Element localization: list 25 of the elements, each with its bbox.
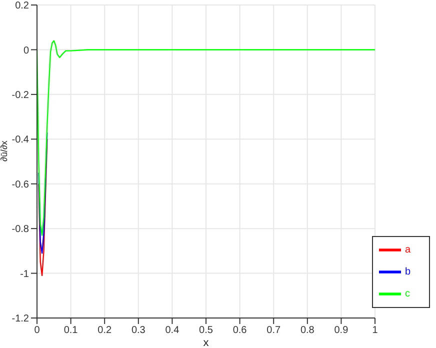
y-tick-label: -1.2 [12,314,30,325]
y-tick-label: -0.4 [12,134,30,146]
x-tick-label: 0.2 [98,325,112,336]
y-tick-label: 0.2 [15,0,30,12]
x-tick-label: 0.7 [266,325,281,336]
x-tick-label: 0.1 [64,325,78,336]
legend-label: a [405,244,411,256]
x-tick-label: 0 [34,325,40,336]
y-tick-label: -0.8 [12,224,30,236]
x-tick-label: 1 [372,325,378,336]
y-axis-title: ∂ū/∂x [0,140,10,162]
x-tick-label: 0.5 [199,325,214,336]
x-tick-label: 0.4 [165,325,180,336]
x-tick-label: 0.8 [300,325,315,336]
line-series [37,40,375,236]
x-tick-label: 0.6 [232,325,248,336]
legend-label: b [405,266,411,278]
y-tick-label: 0 [23,45,30,56]
x-tick-label: 0.3 [131,325,146,336]
y-tick-label: -0.2 [12,90,30,101]
legend-label: c [405,288,410,300]
y-tick-label: -0.6 [12,179,30,190]
x-axis-title: x [203,337,210,348]
y-tick-label: -1 [20,268,30,280]
x-tick-label: 0.9 [334,325,349,336]
